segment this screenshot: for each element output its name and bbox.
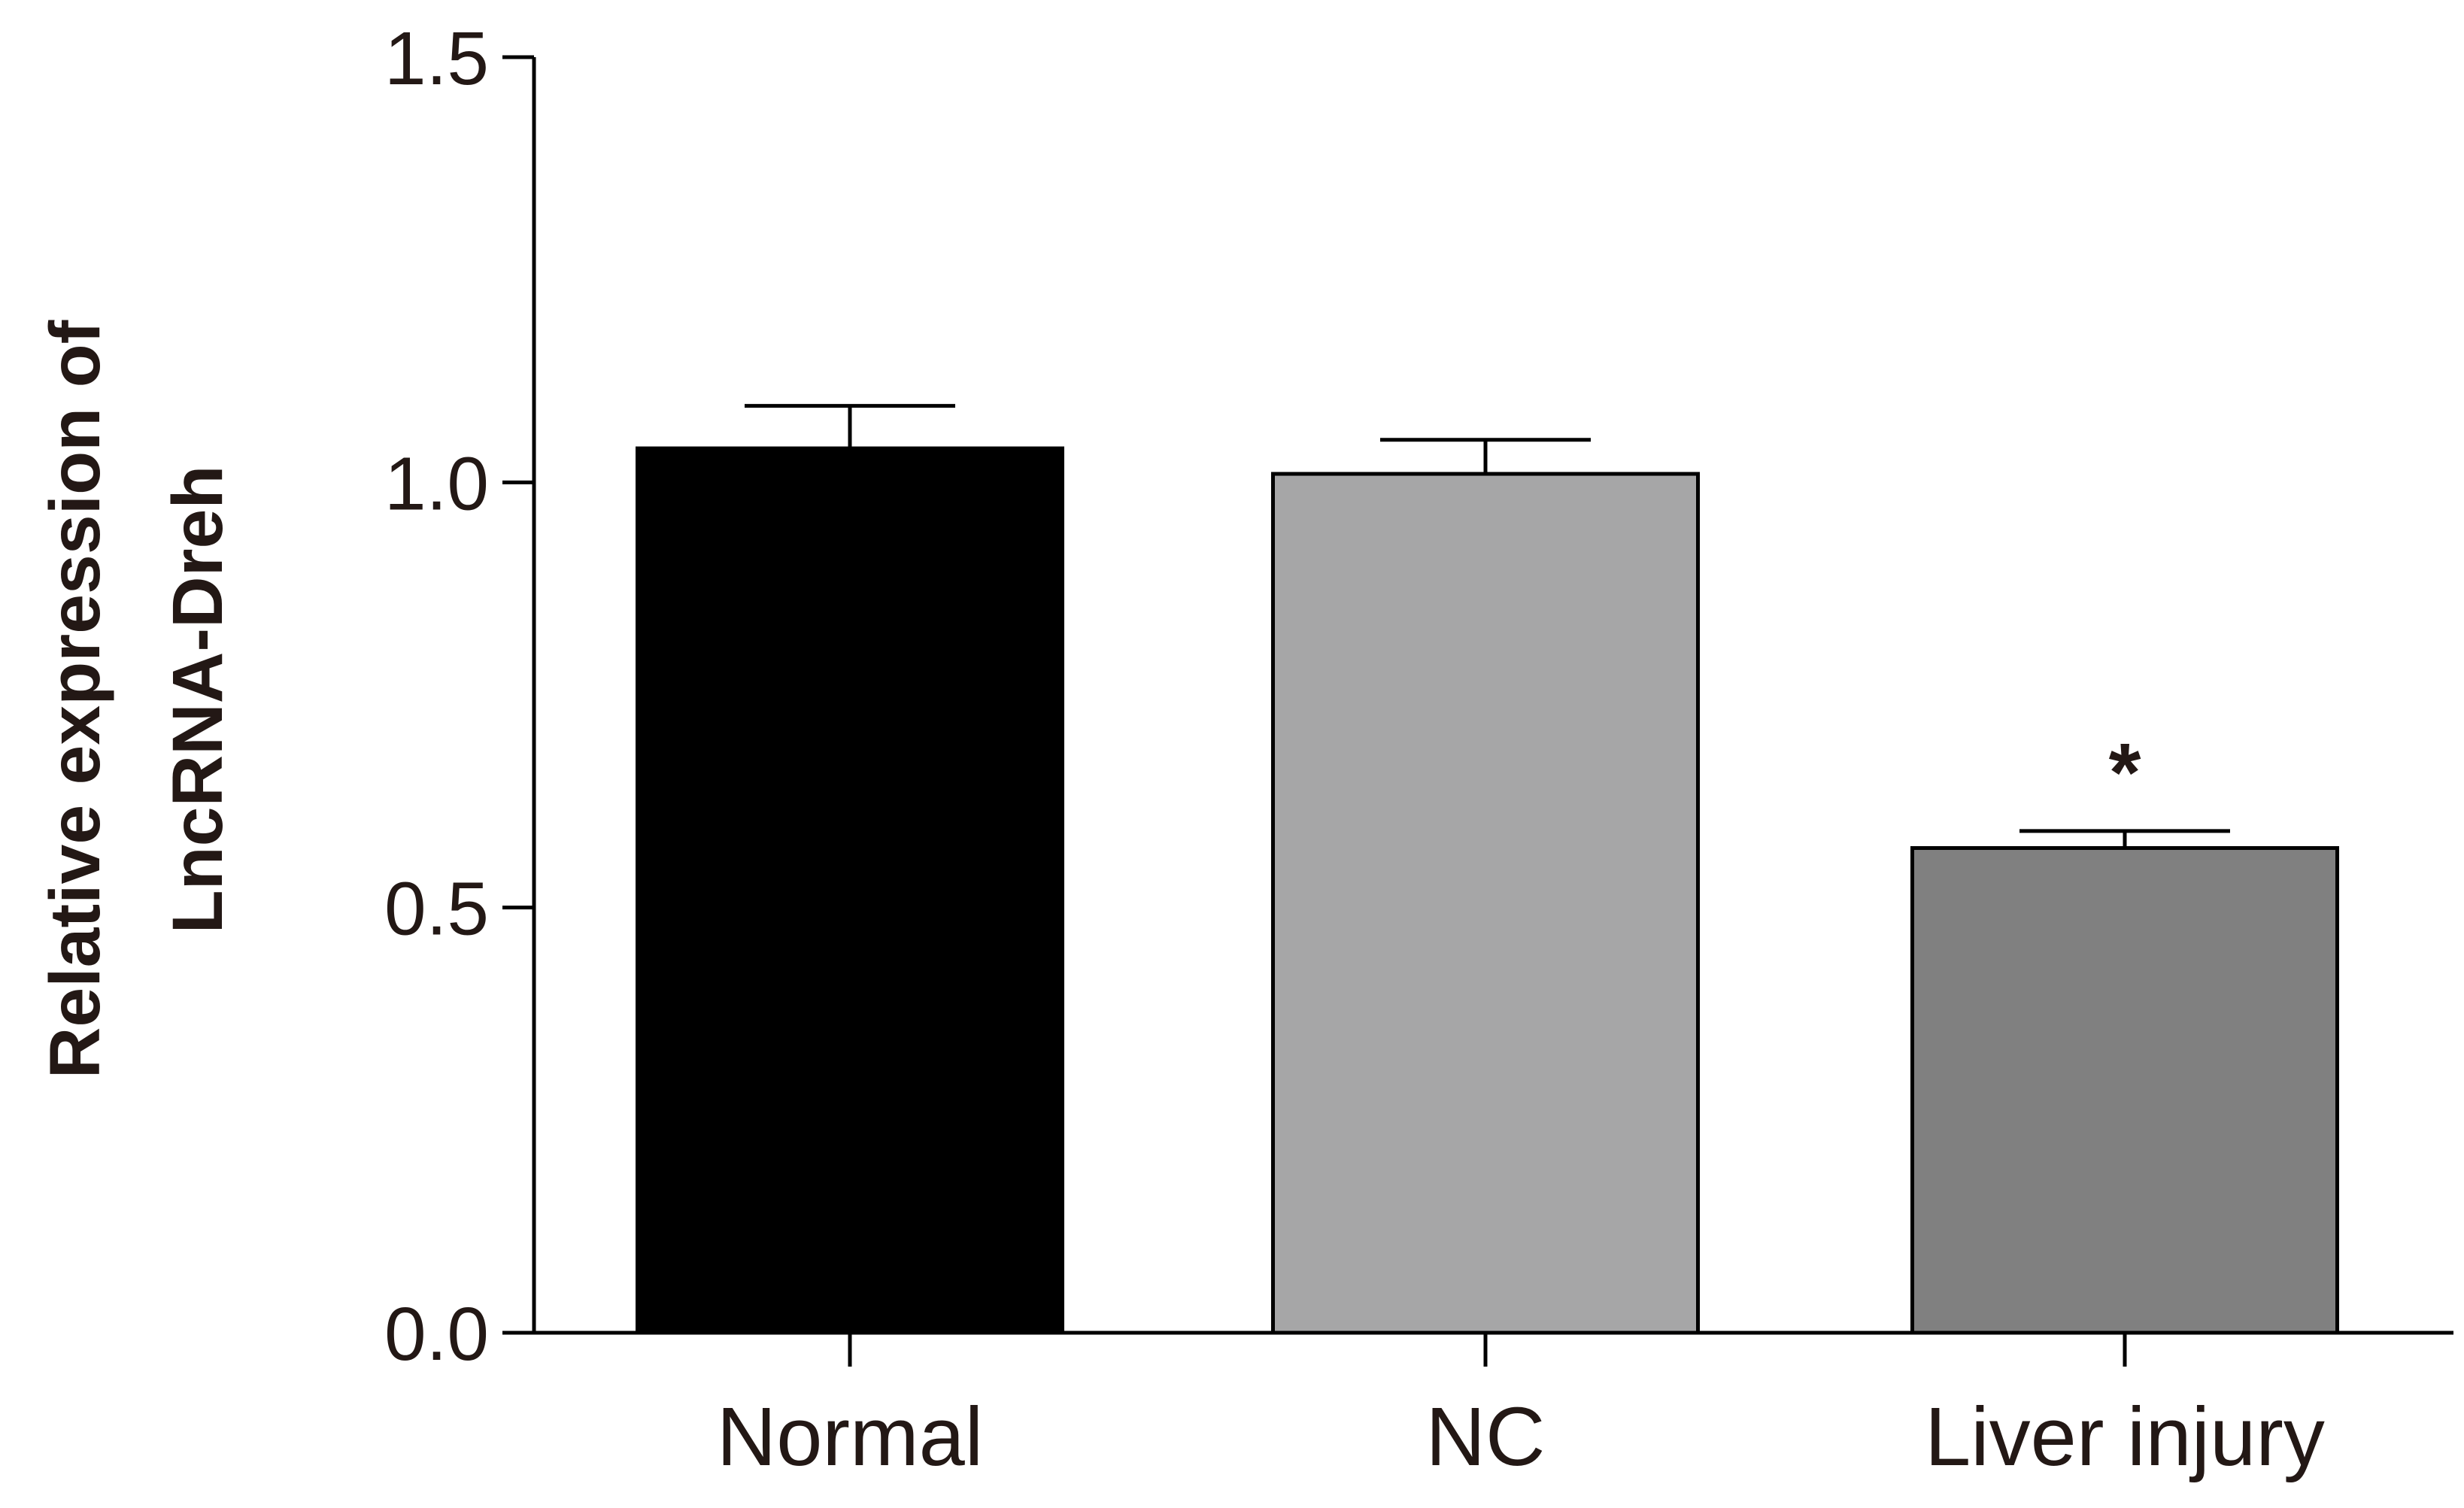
y-axis-ticks: 0.0 0.5 1.0 1.5 bbox=[384, 17, 534, 1376]
bar-liver-injury bbox=[1910, 846, 2339, 1335]
x-tick-label: Liver injury bbox=[1925, 1391, 2325, 1483]
y-axis-title: Relative expression of LncRNA-Dreh bbox=[35, 320, 238, 1079]
y-tick-label: 1.0 bbox=[384, 441, 489, 526]
x-axis-ticks: Normal NC Liver injury bbox=[717, 1333, 2325, 1483]
bar-nc bbox=[1271, 472, 1700, 1335]
y-tick-label: 0.0 bbox=[384, 1292, 489, 1376]
x-tick-label: NC bbox=[1426, 1391, 1546, 1483]
chart-marks: * bbox=[636, 404, 2339, 1335]
y-tick-label: 1.5 bbox=[384, 17, 489, 101]
y-tick-label: 0.5 bbox=[384, 867, 489, 951]
bar-normal bbox=[636, 446, 1064, 1335]
x-tick-label: Normal bbox=[717, 1391, 984, 1483]
significance-marker: * bbox=[2109, 727, 2141, 819]
y-axis-title-line-1: Relative expression of bbox=[35, 320, 115, 1079]
y-axis-title-line-2: LncRNA-Dreh bbox=[158, 466, 238, 934]
